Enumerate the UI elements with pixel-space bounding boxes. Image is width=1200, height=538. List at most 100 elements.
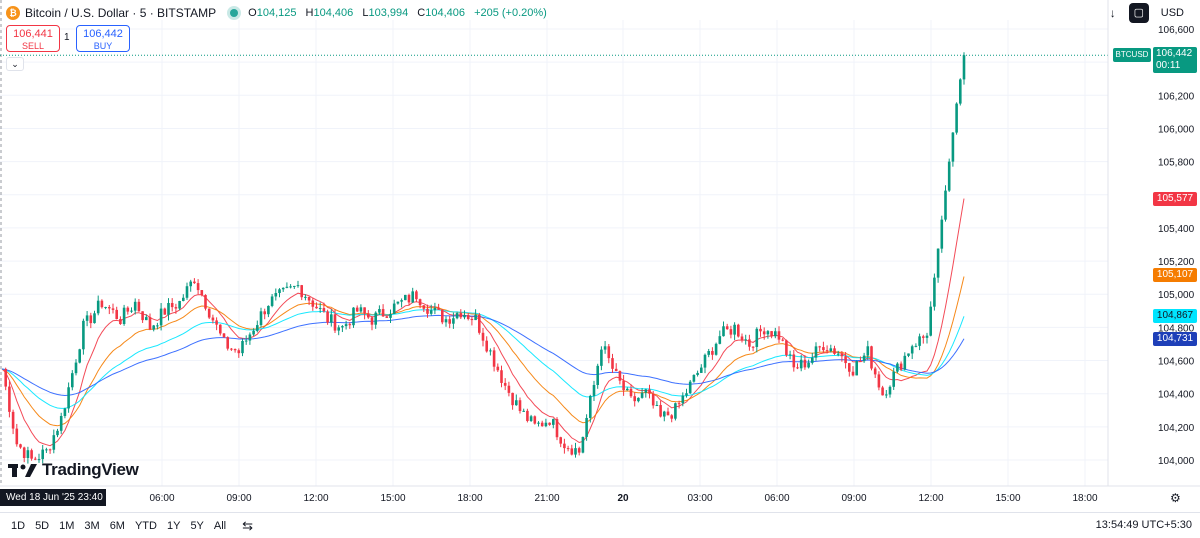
download-icon[interactable]: ↓ (1109, 6, 1116, 20)
candle (200, 289, 204, 297)
candle (603, 341, 607, 354)
candle (873, 366, 877, 378)
candle (751, 346, 755, 352)
candle (289, 284, 292, 289)
candle (15, 423, 19, 447)
candle (518, 397, 522, 414)
candle-body (108, 307, 111, 309)
range-1m-button[interactable]: 1M (59, 519, 75, 532)
candle (422, 305, 426, 313)
candle (947, 158, 951, 192)
currency-selector[interactable]: USD (1160, 7, 1184, 19)
candle (870, 345, 873, 371)
candle (803, 355, 807, 370)
candle (522, 408, 525, 412)
candle-body (170, 303, 174, 308)
price-axis-label: 104,400 (1158, 390, 1195, 401)
candle (389, 309, 392, 323)
candle-body (540, 422, 544, 427)
candle (448, 315, 451, 329)
candle (962, 52, 966, 85)
candle (167, 298, 170, 321)
candle (892, 367, 895, 390)
ohlc-values: O104,125 H104,406 L103,994 C104,406 +205… (248, 7, 547, 19)
range-1y-button[interactable]: 1Y (166, 519, 181, 532)
candle (56, 428, 59, 438)
candle (455, 311, 459, 320)
candle (41, 445, 44, 464)
symbol-price-label: BTCUSD (1113, 48, 1151, 62)
candle (925, 332, 929, 344)
buy-button[interactable]: 106,442 BUY (76, 25, 130, 52)
candle (796, 363, 799, 370)
candle (333, 309, 337, 333)
range-ytd-button[interactable]: YTD (134, 519, 157, 532)
candle-body (762, 331, 766, 335)
bar-countdown: 00:11 (1156, 60, 1181, 71)
candle-body (496, 366, 500, 371)
range-5d-button[interactable]: 5D (35, 519, 50, 532)
candle (718, 330, 722, 345)
candle (370, 316, 374, 331)
candle (899, 361, 903, 372)
candle-body (733, 324, 736, 335)
range-all-button[interactable]: All (213, 519, 227, 532)
candle-body (873, 368, 877, 375)
candle-body (470, 318, 474, 321)
candle-body (888, 386, 892, 395)
candle (577, 446, 581, 456)
range-1d-button[interactable]: 1D (11, 519, 26, 532)
candle (326, 309, 329, 325)
candle (581, 436, 585, 454)
range-5y-button[interactable]: 5Y (190, 519, 204, 532)
candle (63, 407, 67, 419)
candle-body (503, 382, 507, 386)
candle (526, 408, 529, 423)
time-axis-label: 21:00 (534, 493, 559, 504)
candle (207, 308, 211, 320)
range-6m-button[interactable]: 6M (109, 519, 125, 532)
candle-body (34, 458, 37, 460)
utc-clock[interactable]: 13:54:49 UTC+5:30 (1095, 519, 1192, 531)
snapshot-icon[interactable]: ▢ (1128, 3, 1149, 23)
candle (426, 304, 429, 318)
candle (385, 315, 389, 318)
calendar-range-icon[interactable]: ⇆ (242, 517, 254, 533)
candle-body (785, 340, 788, 356)
candle (607, 343, 611, 364)
candle-body (489, 350, 492, 352)
candle (711, 347, 714, 360)
candle (278, 288, 281, 298)
candle-body (611, 358, 614, 369)
candle (496, 363, 500, 372)
candle-body (341, 326, 344, 328)
range-3m-button[interactable]: 3M (84, 519, 100, 532)
candle-body (311, 300, 315, 307)
candle-body (555, 419, 559, 438)
candle-body (955, 103, 958, 133)
candle (681, 392, 685, 407)
settings-gear-icon[interactable]: ⚙ (1170, 491, 1181, 505)
symbol-title[interactable]: Bitcoin / U.S. Dollar · 5 · BITSTAMP (25, 6, 217, 20)
candle (755, 327, 759, 353)
candle-body (11, 411, 15, 429)
time-axis: 06:00 09:00 12:00 15:00 18:00 21:00 20 03:00 06:… (149, 493, 1097, 504)
candle (52, 429, 56, 454)
sell-button[interactable]: 106,441 SELL (6, 25, 60, 52)
candle-body (71, 373, 74, 388)
candle (696, 370, 699, 377)
candle (651, 390, 655, 409)
collapse-legend-button[interactable]: ⌄ (6, 57, 24, 71)
candle (178, 300, 181, 311)
candle (648, 384, 651, 399)
candle (933, 273, 936, 311)
candle-body (781, 339, 784, 341)
candle-body (422, 305, 426, 309)
candle (359, 304, 363, 313)
candle-body (148, 317, 152, 330)
price-axis-label: 106,000 (1158, 124, 1195, 135)
candle-body (404, 294, 407, 301)
candle-body (56, 430, 59, 436)
